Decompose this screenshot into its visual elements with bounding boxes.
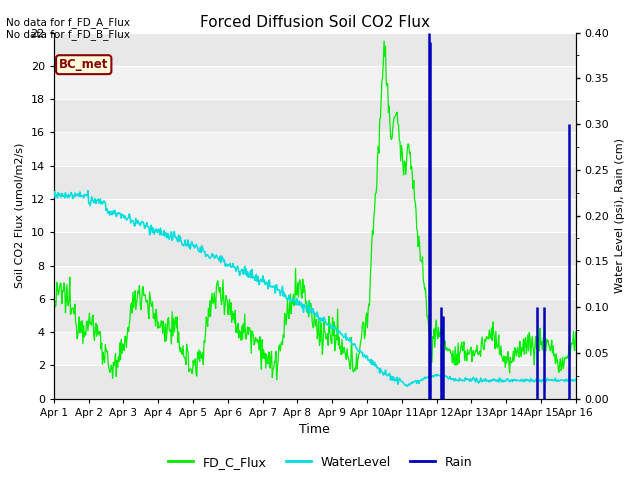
X-axis label: Time: Time bbox=[300, 423, 330, 436]
Bar bbox=[54, 66, 575, 99]
Bar bbox=[54, 232, 575, 265]
Text: BC_met: BC_met bbox=[59, 58, 108, 71]
Bar bbox=[54, 332, 575, 365]
Y-axis label: Soil CO2 Flux (umol/m2/s): Soil CO2 Flux (umol/m2/s) bbox=[15, 143, 25, 288]
Bar bbox=[54, 99, 575, 132]
Title: Forced Diffusion Soil CO2 Flux: Forced Diffusion Soil CO2 Flux bbox=[200, 15, 429, 30]
Bar bbox=[54, 299, 575, 332]
Bar bbox=[54, 132, 575, 166]
Text: No data for f_FD_A_Flux: No data for f_FD_A_Flux bbox=[6, 17, 131, 28]
Legend: FD_C_Flux, WaterLevel, Rain: FD_C_Flux, WaterLevel, Rain bbox=[163, 451, 477, 474]
Bar bbox=[54, 365, 575, 398]
Y-axis label: Water Level (psi), Rain (cm): Water Level (psi), Rain (cm) bbox=[615, 138, 625, 293]
Bar bbox=[54, 166, 575, 199]
Bar bbox=[54, 265, 575, 299]
Bar bbox=[54, 199, 575, 232]
Text: No data for f_FD_B_Flux: No data for f_FD_B_Flux bbox=[6, 29, 131, 40]
Bar bbox=[54, 33, 575, 66]
